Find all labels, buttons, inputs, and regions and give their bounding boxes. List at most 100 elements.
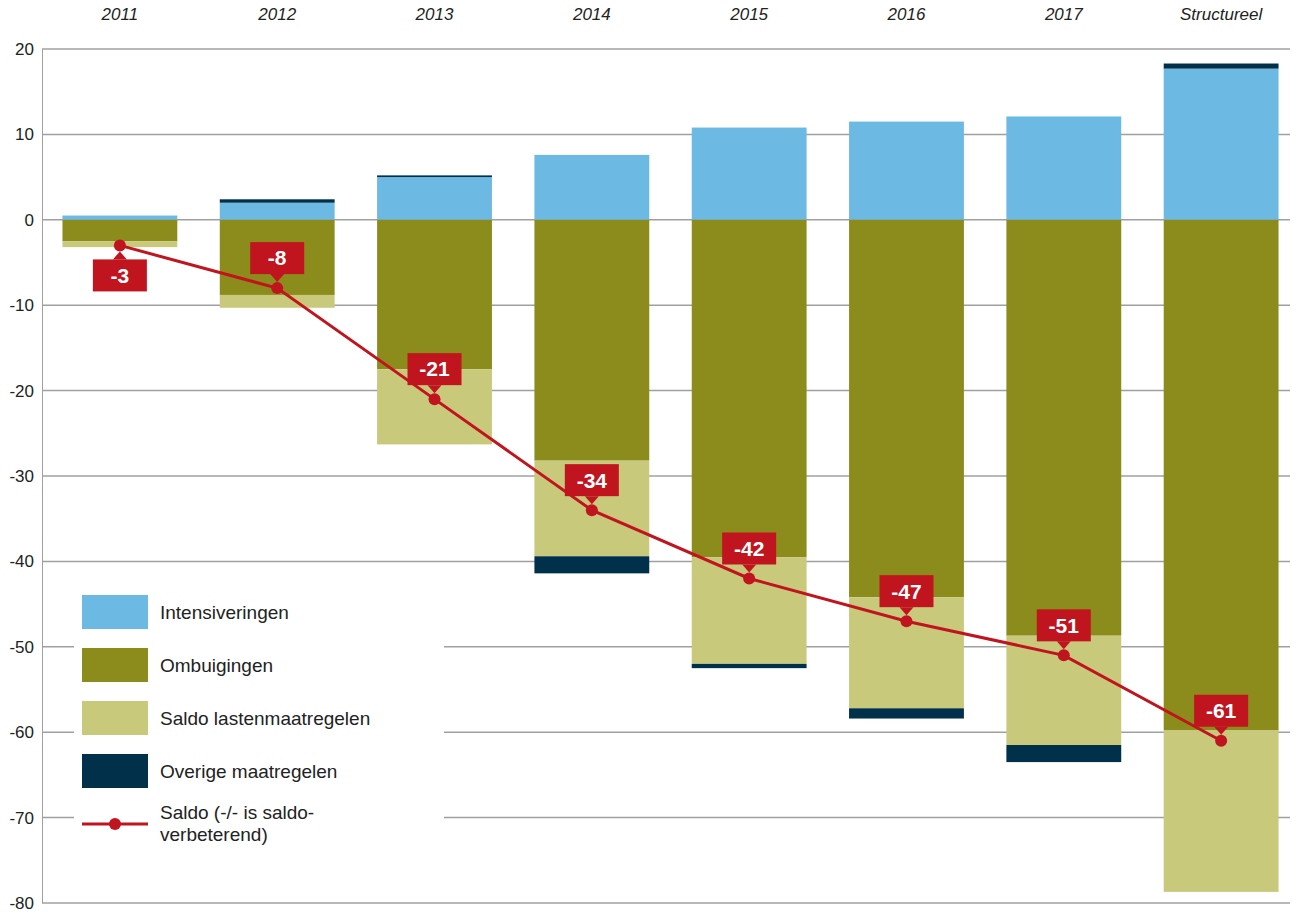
bar bbox=[534, 155, 649, 220]
bar bbox=[1006, 116, 1121, 219]
data-label-text: -51 bbox=[1049, 614, 1080, 637]
y-tick-label: -30 bbox=[9, 467, 34, 486]
legend-label: Overige maatregelen bbox=[160, 761, 337, 782]
label-pointer bbox=[113, 251, 127, 259]
y-tick: -80 bbox=[9, 894, 42, 913]
bar bbox=[1164, 64, 1279, 69]
x-tick-label: Structureel bbox=[1180, 5, 1263, 24]
bar bbox=[534, 556, 649, 573]
legend-label: Ombuigingen bbox=[160, 655, 273, 676]
label-pointer bbox=[585, 496, 599, 504]
x-tick: 2015 bbox=[729, 5, 768, 24]
grid-line bbox=[42, 902, 1290, 904]
x-tick-label: 2016 bbox=[887, 5, 926, 24]
label-box bbox=[565, 464, 619, 496]
grid-line bbox=[42, 48, 1290, 50]
bar bbox=[534, 461, 649, 557]
data-label: -42 bbox=[722, 532, 776, 572]
bar bbox=[220, 295, 335, 308]
legend-swatch bbox=[82, 754, 148, 788]
legend-swatch bbox=[82, 595, 148, 629]
y-tick-label: 0 bbox=[25, 211, 34, 230]
data-label: -51 bbox=[1037, 609, 1091, 649]
y-tick: -60 bbox=[9, 723, 42, 742]
marker bbox=[1215, 735, 1227, 747]
y-tick: -10 bbox=[9, 296, 42, 315]
marker bbox=[271, 282, 283, 294]
bar bbox=[377, 177, 492, 220]
y-tick: 0 bbox=[25, 211, 42, 230]
bar-series bbox=[62, 69, 1278, 220]
y-tick-label: 10 bbox=[15, 125, 34, 144]
y-tick: 20 bbox=[15, 40, 42, 59]
label-box bbox=[93, 259, 147, 291]
marker bbox=[429, 393, 441, 405]
y-tick-label: -10 bbox=[9, 296, 34, 315]
data-label: -8 bbox=[250, 242, 304, 282]
y-tick-label: -50 bbox=[9, 638, 34, 657]
chart: -80-70-60-50-40-30-20-100102020112012201… bbox=[0, 0, 1299, 917]
grid bbox=[42, 49, 1290, 903]
data-label-text: -8 bbox=[268, 246, 287, 269]
data-label-text: -61 bbox=[1206, 699, 1237, 722]
bar bbox=[849, 597, 964, 708]
bar bbox=[692, 664, 807, 668]
bar bbox=[1164, 730, 1279, 891]
label-box bbox=[1194, 695, 1248, 727]
legend-label: Intensiveringen bbox=[160, 602, 289, 623]
x-axis-line bbox=[43, 24, 1299, 25]
x-tick-label: 2014 bbox=[572, 5, 611, 24]
y-tick: -20 bbox=[9, 382, 42, 401]
label-box bbox=[408, 353, 462, 385]
label-pointer bbox=[270, 274, 284, 282]
bar-series bbox=[62, 241, 1278, 892]
marker bbox=[1058, 649, 1070, 661]
data-label-text: -47 bbox=[891, 580, 921, 603]
label-box bbox=[879, 575, 933, 607]
bar bbox=[62, 220, 177, 241]
bar bbox=[849, 708, 964, 718]
bar bbox=[220, 199, 335, 202]
y-tick: -40 bbox=[9, 552, 42, 571]
y-axis-line bbox=[42, 50, 43, 904]
bar bbox=[534, 220, 649, 461]
marker bbox=[743, 572, 755, 584]
label-box bbox=[1037, 609, 1091, 641]
x-tick-label: 2017 bbox=[1044, 5, 1083, 24]
x-tick-label: 2013 bbox=[415, 5, 454, 24]
data-label: -61 bbox=[1194, 695, 1248, 735]
y-axis: -80 -70 -60 -50 -40 -30 -20 -10 0 10 20 bbox=[9, 40, 42, 913]
data-label-text: -42 bbox=[734, 537, 764, 560]
y-tick: -30 bbox=[9, 467, 42, 486]
bar bbox=[377, 220, 492, 369]
x-tick: Structureel bbox=[1180, 5, 1263, 24]
marker bbox=[114, 239, 126, 251]
data-label: -3 bbox=[93, 251, 147, 291]
bar bbox=[377, 175, 492, 177]
y-tick-label: -70 bbox=[9, 809, 34, 828]
plot-area bbox=[62, 64, 1278, 892]
legend-swatch bbox=[82, 701, 148, 735]
data-label-text: -21 bbox=[419, 357, 450, 380]
data-label-text: -34 bbox=[577, 469, 608, 492]
x-tick-label: 2015 bbox=[729, 5, 768, 24]
x-tick: 2016 bbox=[887, 5, 926, 24]
y-tick-label: -20 bbox=[9, 382, 34, 401]
bar bbox=[62, 216, 177, 220]
label-box bbox=[722, 532, 776, 564]
marker bbox=[586, 504, 598, 516]
bar bbox=[1006, 220, 1121, 636]
data-label: -21 bbox=[408, 353, 462, 393]
x-tick-label: 2012 bbox=[257, 5, 296, 24]
bar bbox=[849, 220, 964, 597]
bar bbox=[220, 203, 335, 220]
label-pointer bbox=[899, 607, 913, 615]
bar bbox=[692, 557, 807, 664]
marker bbox=[900, 615, 912, 627]
y-tick-label: -40 bbox=[9, 552, 34, 571]
y-tick: 10 bbox=[15, 125, 42, 144]
x-axis: 2011201220132014201520162017Structureel bbox=[43, 5, 1299, 25]
data-label: -34 bbox=[565, 464, 619, 504]
label-pointer bbox=[1057, 641, 1071, 649]
x-tick: 2014 bbox=[572, 5, 611, 24]
